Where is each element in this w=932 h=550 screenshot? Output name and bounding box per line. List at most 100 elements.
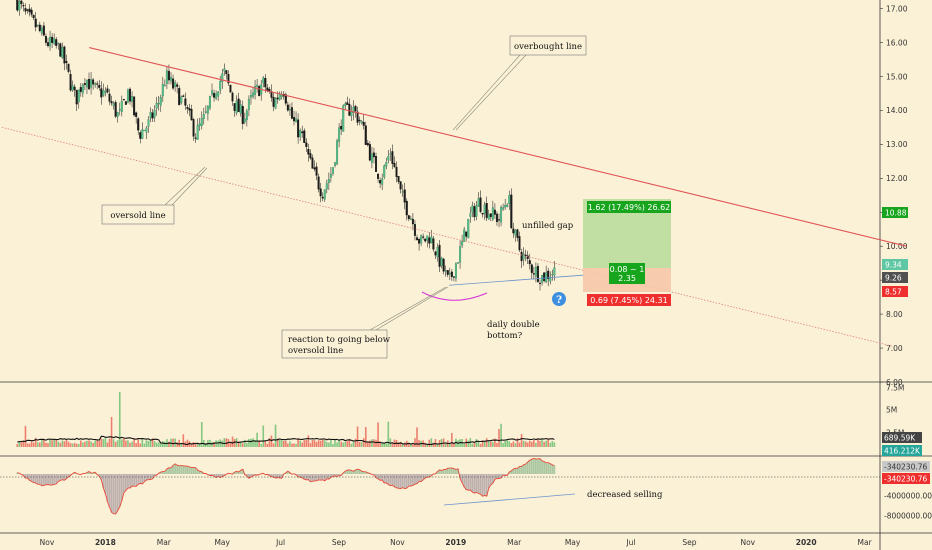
- candle: [59, 42, 62, 57]
- decreased-selling-label: decreased selling: [587, 490, 663, 500]
- candle: [327, 172, 330, 190]
- time-tick-label: Mar: [507, 538, 522, 547]
- oscillator-bar: [309, 474, 312, 482]
- candle-body: [370, 153, 373, 163]
- ratio-label-box[interactable]: [609, 263, 645, 284]
- decreased-selling-trendline[interactable]: [443, 493, 576, 506]
- oscillator-bar: [500, 474, 502, 478]
- volume-bar: [358, 441, 361, 447]
- volume-bar: [336, 442, 338, 447]
- candle: [299, 128, 302, 141]
- oversold-callout-line: [171, 167, 208, 206]
- candle-body: [49, 36, 52, 47]
- volume-bar: [477, 440, 480, 447]
- candle-body: [463, 229, 466, 242]
- candle-body: [40, 27, 43, 34]
- volume-bar: [77, 443, 80, 447]
- oscillator-bar: [420, 474, 423, 482]
- candle-body: [508, 195, 511, 204]
- oscillator-bar: [223, 474, 226, 476]
- candle: [75, 89, 78, 111]
- volume-bar: [471, 443, 474, 447]
- volume-bar: [354, 438, 357, 447]
- candle: [397, 176, 400, 185]
- candle-body: [442, 258, 445, 272]
- candle-body: [541, 274, 544, 283]
- ratio-value: 2.35: [618, 274, 636, 283]
- oscillator-bar: [467, 474, 470, 491]
- volume-bar: [270, 435, 273, 447]
- oscillator-bar: [489, 474, 492, 485]
- volume-bar: [356, 426, 359, 447]
- volume-bar: [430, 438, 433, 447]
- oscillator-bar: [166, 468, 168, 474]
- support-trendline[interactable]: [448, 274, 585, 286]
- candle: [387, 149, 390, 164]
- volume-bar: [22, 441, 25, 447]
- candle-body: [239, 104, 242, 114]
- overbought-trendline[interactable]: [89, 47, 907, 247]
- volume-bar: [264, 440, 267, 447]
- stop-label-box[interactable]: [587, 294, 671, 306]
- volume-bar: [490, 441, 492, 447]
- volume-bar: [164, 441, 166, 447]
- candle-body: [405, 200, 408, 216]
- drawings[interactable]: 1.62 (17.49%) 26.62 0.08 ~ 12.35 0.69 (7.4…: [1, 35, 907, 506]
- volume-bar: [114, 441, 117, 447]
- candle-body: [55, 39, 58, 46]
- candle: [295, 111, 298, 123]
- overbought-callout-line: [455, 54, 527, 131]
- candle: [182, 94, 185, 98]
- candle-body: [69, 74, 72, 91]
- candle: [32, 14, 35, 21]
- oscillator-bar: [47, 474, 49, 485]
- candle: [551, 269, 554, 281]
- candle: [129, 87, 132, 105]
- volume-bar: [545, 440, 547, 447]
- candle: [381, 173, 384, 191]
- oversold-callout-line: [164, 166, 206, 206]
- oversold-callout-box[interactable]: [101, 204, 175, 225]
- reaction-callout-box[interactable]: [281, 329, 388, 359]
- volume-bar: [313, 440, 316, 447]
- volume-bar: [61, 440, 64, 447]
- oscillator-bar: [254, 474, 256, 476]
- candle: [172, 74, 175, 91]
- oscillator-bar: [463, 474, 466, 487]
- candle: [40, 25, 43, 36]
- volume-bar: [487, 441, 490, 447]
- candle-body: [245, 110, 248, 121]
- time-tick-label: Jul: [625, 538, 635, 547]
- candle-body: [502, 207, 505, 210]
- oversold-trendline[interactable]: [1, 126, 894, 347]
- candle: [194, 133, 197, 143]
- time-tick-label: Mar: [858, 538, 873, 547]
- candle: [280, 91, 283, 100]
- oscillator-bar: [412, 474, 414, 486]
- target-label-box[interactable]: [587, 201, 671, 213]
- candle: [315, 162, 318, 181]
- volume-bar: [338, 439, 340, 447]
- volume-bar: [30, 441, 33, 447]
- candle: [61, 42, 64, 59]
- double-bottom-arc[interactable]: [421, 291, 488, 301]
- oscillator-bar: [407, 474, 410, 487]
- candle-body: [198, 123, 201, 127]
- candle-body: [331, 167, 334, 174]
- candle: [391, 144, 394, 170]
- volume-bar: [39, 442, 41, 447]
- candle-body: [235, 100, 238, 114]
- overbought-callout-box[interactable]: [509, 35, 587, 56]
- candle: [16, 0, 19, 12]
- question-icon[interactable]: [552, 292, 566, 306]
- oscillator-bar: [194, 467, 197, 474]
- volume-bar: [403, 442, 406, 447]
- candle-body: [364, 125, 367, 145]
- oscillator-bar: [125, 474, 127, 491]
- oscillator-bar: [338, 474, 341, 476]
- candle-body: [309, 153, 312, 159]
- candle: [416, 234, 419, 241]
- candle-body: [299, 130, 302, 137]
- oscillator-bar: [440, 470, 443, 474]
